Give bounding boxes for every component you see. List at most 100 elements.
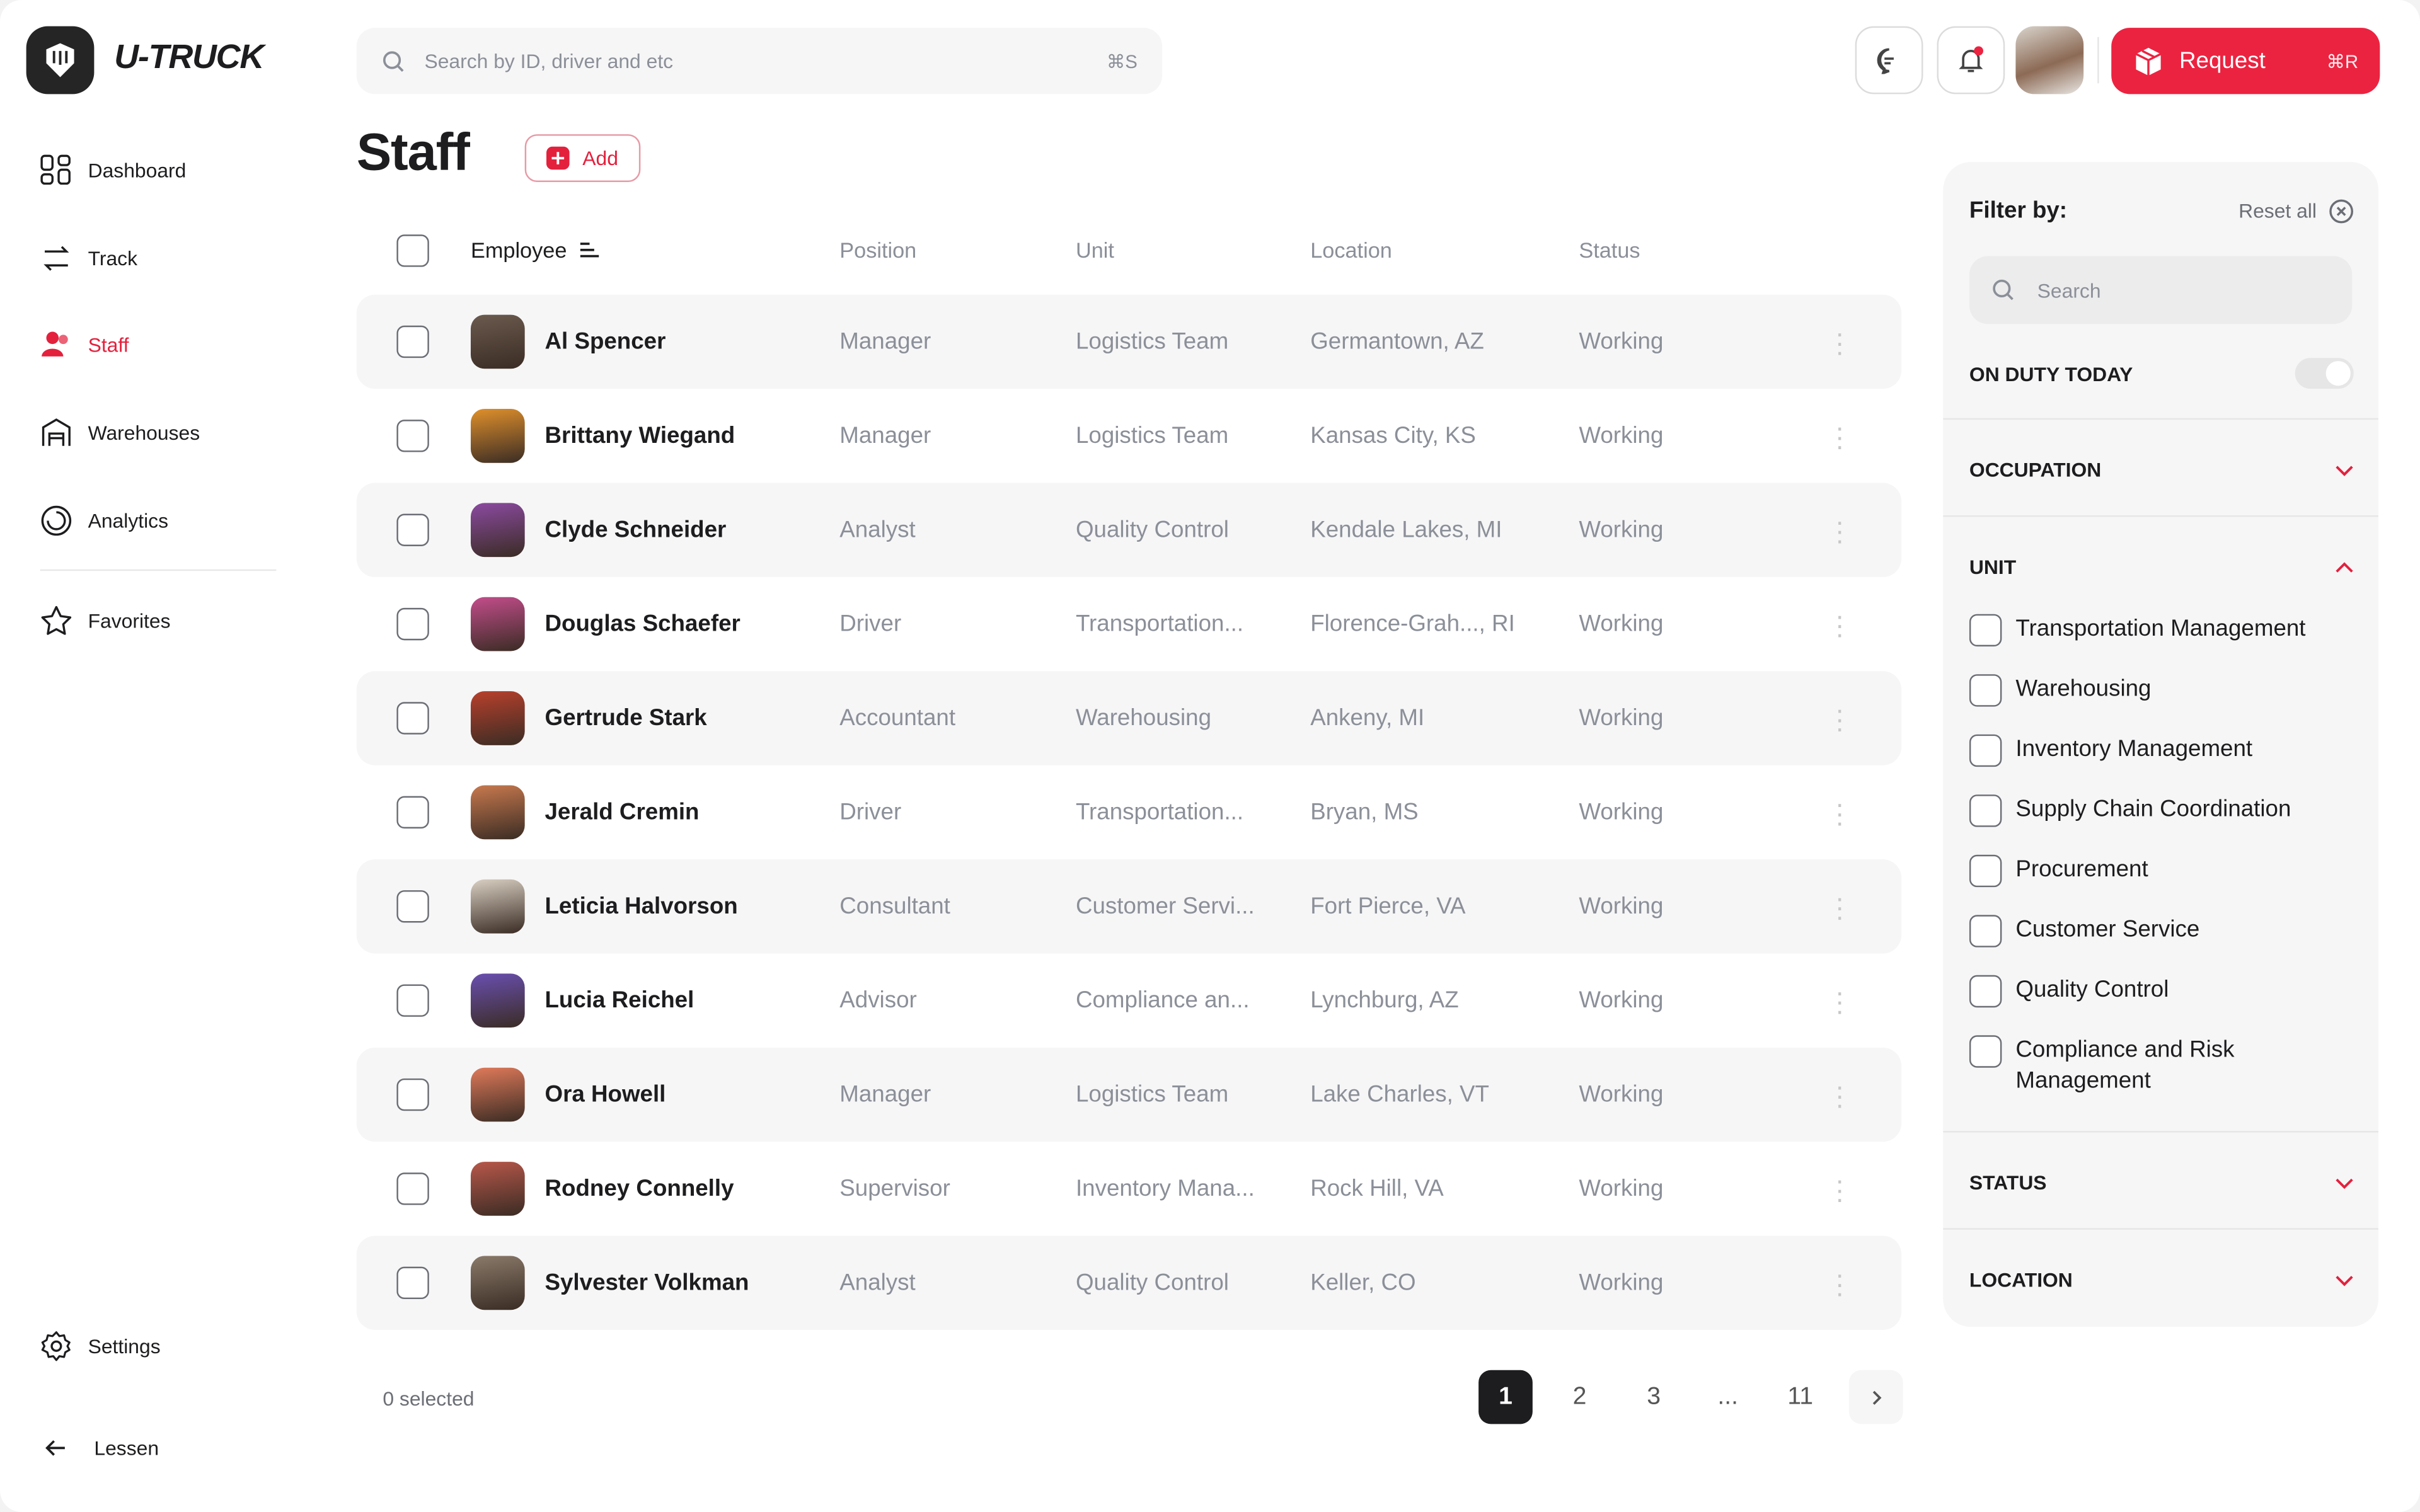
section-location[interactable]: LOCATION [1969,1268,2354,1292]
unit-checkbox[interactable] [1969,614,2002,647]
column-position[interactable]: Position [839,238,917,263]
page-button[interactable]: 2 [1572,1383,1587,1410]
more-options-icon[interactable]: · · · [1835,599,1845,649]
more-options-icon[interactable]: · · · [1835,975,1845,1026]
sidebar-item-staff[interactable]: Staff [40,329,129,361]
section-unit[interactable]: UNIT [1969,556,2354,578]
row-checkbox[interactable] [396,984,429,1017]
filter-panel: Filter by: Reset all Search ON DUTY TODA… [1943,162,2378,1327]
row-checkbox[interactable] [396,702,429,735]
row-checkbox[interactable] [396,890,429,923]
unit-option[interactable]: Transportation Management [1969,614,2363,647]
more-options-icon[interactable]: · · · [1835,881,1845,931]
unit-option[interactable]: Procurement [1969,854,2363,888]
reset-all-button[interactable]: Reset all [2238,198,2354,223]
section-label: OCCUPATION [1969,458,2102,482]
sidebar-item-track[interactable]: Track [40,242,137,274]
table-row[interactable]: Al Spencer Manager Logistics Team German… [356,294,1902,389]
row-checkbox[interactable] [396,513,429,546]
notifications-button[interactable] [1937,26,2005,94]
on-duty-toggle[interactable] [2295,358,2354,389]
employee-name[interactable]: Clyde Schneider [544,517,727,544]
table-row[interactable]: Brittany Wiegand Manager Logistics Team … [357,389,1901,483]
page-button[interactable]: 3 [1647,1383,1661,1410]
next-page-button[interactable] [1848,1370,1903,1424]
sidebar-item-analytics[interactable]: Analytics [40,505,168,537]
more-options-icon[interactable]: · · · [1835,411,1845,461]
unit-option[interactable]: Quality Control [1969,975,2363,1008]
row-checkbox[interactable] [396,607,429,641]
select-all-checkbox[interactable] [396,234,429,267]
employee-name[interactable]: Gertrude Stark [544,705,707,731]
sidebar-item-warehouses[interactable]: Warehouses [40,416,200,449]
more-options-icon[interactable]: · · · [1835,693,1845,743]
column-location[interactable]: Location [1310,238,1392,263]
location: Rock Hill, VA [1310,1176,1444,1202]
table-row[interactable]: Clyde Schneider Analyst Quality Control … [356,483,1902,577]
unit-checkbox[interactable] [1969,975,2002,1008]
employee-name[interactable]: Leticia Halvorson [544,893,738,920]
employee-name[interactable]: Ora Howell [544,1081,666,1108]
row-checkbox[interactable] [396,420,429,452]
employee-name[interactable]: Brittany Wiegand [544,423,735,449]
unit-checkbox[interactable] [1969,794,2002,827]
page-button[interactable]: 11 [1787,1383,1814,1410]
more-options-icon[interactable]: · · · [1835,505,1845,555]
table-row[interactable]: Sylvester Volkman Analyst Quality Contro… [356,1235,1902,1331]
column-label: Employee [470,238,567,263]
lessen-button[interactable]: Lessen [40,1432,159,1464]
table-row[interactable]: Lucia Reichel Advisor Compliance an... L… [357,953,1901,1047]
table-row[interactable]: Leticia Halvorson Consultant Customer Se… [356,859,1902,954]
employee-name[interactable]: Douglas Schaefer [544,610,740,638]
add-staff-button[interactable]: Add [524,134,641,182]
employee-name[interactable]: Rodney Connelly [544,1176,734,1202]
more-options-icon[interactable]: · · · [1835,788,1845,837]
user-avatar[interactable] [2015,26,2084,94]
unit-option[interactable]: Compliance and Risk Management [1969,1035,2363,1097]
unit-checkbox[interactable] [1969,1035,2002,1068]
settings-button[interactable]: Settings [40,1330,161,1362]
global-search-input[interactable]: Search by ID, driver and etc ⌘S [356,28,1163,94]
employee-name[interactable]: Jerald Cremin [544,799,700,826]
messages-button[interactable] [1855,26,1923,94]
unit-checkbox[interactable] [1969,734,2002,767]
request-button[interactable]: Request ⌘R [2111,28,2380,94]
unit-option[interactable]: Customer Service [1969,915,2363,948]
more-options-icon[interactable]: · · · [1835,1258,1845,1308]
unit: Logistics Team [1075,423,1229,449]
unit-option[interactable]: Inventory Management [1969,734,2363,767]
column-unit[interactable]: Unit [1075,238,1114,263]
employee-name[interactable]: Lucia Reichel [544,987,694,1014]
section-status[interactable]: STATUS [1969,1171,2354,1194]
sidebar-item-favorites[interactable]: Favorites [40,605,171,637]
column-status[interactable]: Status [1579,238,1640,263]
row-checkbox[interactable] [396,1078,429,1111]
more-options-icon[interactable]: · · · [1835,1070,1845,1120]
employee-name[interactable]: Al Spencer [544,328,666,355]
unit: Inventory Mana... [1075,1176,1255,1202]
employee-name[interactable]: Sylvester Volkman [544,1269,749,1297]
table-row[interactable]: Jerald Cremin Driver Transportation... B… [357,765,1901,859]
row-checkbox[interactable] [396,1266,429,1300]
row-checkbox[interactable] [396,325,429,358]
filter-search-input[interactable]: Search [1969,256,2353,324]
column-employee[interactable]: Employee [471,238,601,262]
row-checkbox[interactable] [396,796,429,829]
filter-search-placeholder: Search [2037,278,2101,302]
unit-checkbox[interactable] [1969,674,2002,707]
row-checkbox[interactable] [396,1172,429,1205]
more-options-icon[interactable]: · · · [1835,1164,1845,1214]
more-options-icon[interactable]: · · · [1835,317,1845,367]
page-button[interactable]: 1 [1478,1370,1533,1424]
unit-option[interactable]: Supply Chain Coordination [1969,794,2363,827]
table-row[interactable]: Douglas Schaefer Driver Transportation..… [357,577,1901,671]
table-row[interactable]: Ora Howell Manager Logistics Team Lake C… [356,1047,1902,1142]
unit-checkbox[interactable] [1969,854,2002,888]
table-row[interactable]: Rodney Connelly Supervisor Inventory Man… [357,1142,1901,1235]
sidebar-item-dashboard[interactable]: Dashboard [40,154,186,186]
unit-option[interactable]: Warehousing [1969,674,2363,707]
section-occupation[interactable]: OCCUPATION [1969,458,2354,481]
unit-checkbox[interactable] [1969,915,2002,948]
location: Lynchburg, AZ [1310,987,1459,1014]
table-row[interactable]: Gertrude Stark Accountant Warehousing An… [356,671,1902,765]
